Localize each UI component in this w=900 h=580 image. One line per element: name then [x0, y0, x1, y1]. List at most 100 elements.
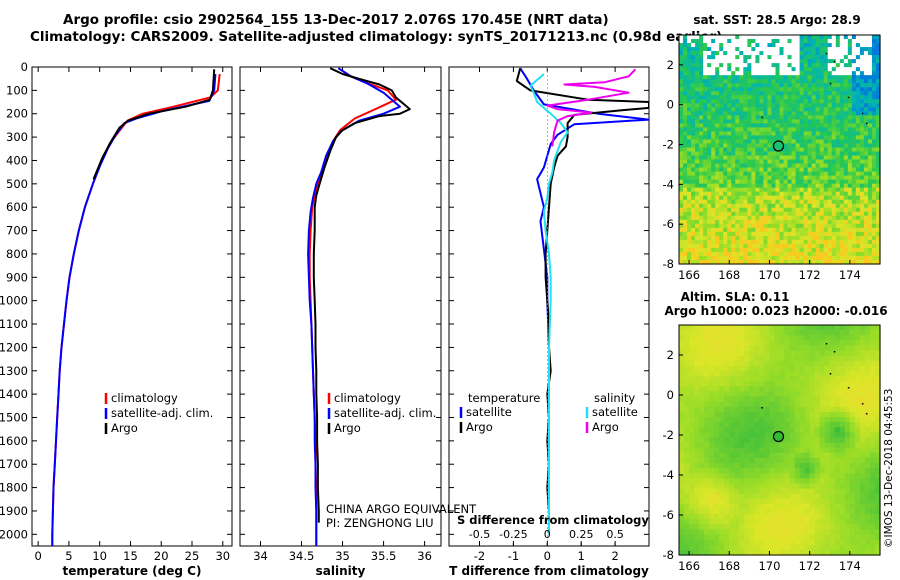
sst_map-cell [683, 131, 688, 137]
sst_map-frame [678, 34, 881, 265]
sst_map-cell [731, 155, 736, 161]
sst_map-cell [783, 123, 789, 129]
sst_map-cell [867, 55, 873, 60]
sla_map-cell [804, 386, 811, 393]
sst_map-cell [847, 135, 853, 141]
sst_map-cell [835, 51, 841, 56]
sla_map-cell [844, 488, 851, 495]
sla_map-cell [704, 345, 710, 352]
sst_map-cell [859, 43, 865, 48]
sla_map-cell [759, 396, 766, 403]
sst_map-cell [735, 119, 740, 124]
sst_map-cell [839, 183, 845, 189]
sst_map-cell [759, 211, 765, 217]
sla_map-cell [764, 411, 771, 418]
sst_map-cell [847, 83, 853, 88]
sla_map-cell [684, 524, 690, 531]
island-speck [865, 413, 868, 415]
sst_map-cell [763, 107, 769, 112]
sst_map-cell [679, 47, 684, 52]
sst_map-cell [759, 119, 765, 124]
sst_map-cell [707, 43, 712, 48]
sst_map-cell [799, 219, 805, 225]
sst_map-cell [723, 79, 728, 84]
sla_map-cell [764, 524, 771, 531]
sst_map-cell [759, 167, 765, 173]
sst_map-cell [871, 195, 877, 201]
sst_map-cell [715, 175, 720, 181]
sla_map-cell [684, 391, 690, 398]
sla_map-cell [749, 503, 755, 510]
sst_map-cell [695, 115, 700, 120]
sst_map-cell [779, 47, 785, 52]
sst_map-cell [827, 203, 833, 209]
sst_map-cell [835, 95, 841, 100]
sla_map-cell [849, 478, 856, 485]
sla_map-cell [719, 483, 725, 490]
sst_map-cell [751, 243, 756, 249]
sst_map-cell [723, 203, 728, 209]
sla_map-cell [859, 396, 866, 403]
sla_map-cell [839, 360, 846, 367]
sst_map-cell [731, 67, 736, 72]
sst_map-cell [707, 107, 712, 112]
sla_map-cell [684, 478, 690, 485]
sla_map-cell [774, 529, 781, 536]
sla_map-cell [689, 432, 695, 439]
sst_map-cell [739, 195, 744, 201]
sla_map-cell [749, 386, 755, 393]
sst_map-cell [871, 183, 877, 189]
sla_map-cell [854, 371, 861, 377]
sla_map-cell [819, 396, 826, 403]
sla_map-cell [754, 376, 761, 382]
sst_map-cell [815, 115, 821, 120]
sst_map-cell [703, 127, 708, 133]
sla_map-cell [839, 493, 846, 500]
sst_map-cell [703, 147, 708, 153]
sst_map-cell [715, 199, 720, 205]
sla_map-cell [789, 473, 796, 479]
sla_map-cell [784, 350, 791, 357]
sst_map-cell [863, 179, 869, 185]
sst_map-cell [831, 159, 837, 165]
sla_map-cell [694, 498, 700, 505]
sla_map-cell [729, 463, 735, 469]
sst_map-cell [691, 227, 696, 233]
sst_map-cell [699, 67, 704, 72]
sst_map-cell [711, 59, 716, 64]
sla_map-cell [869, 432, 876, 439]
sst_map-cell [683, 95, 688, 100]
temperature-xtick-label: 5 [65, 549, 72, 563]
sst_map-cell [839, 59, 845, 64]
sla_map-cell [689, 509, 695, 515]
sst_map-cell [867, 47, 873, 52]
sla_map-cell [804, 509, 811, 515]
sla_map-cell [729, 437, 735, 444]
sst_map-cell [719, 171, 724, 177]
sst_map-cell [851, 199, 857, 205]
sst_map-cell [755, 251, 760, 257]
sla_map-cell [764, 483, 771, 490]
sst_map-cell [839, 171, 845, 177]
sst_map-cell [875, 235, 881, 241]
sst_map-cell [839, 51, 845, 56]
sst_map-cell [719, 227, 724, 233]
sst_map-cell [707, 191, 712, 197]
sla_map-cell [839, 498, 846, 505]
sst_map-cell [687, 195, 692, 201]
sst_map-cell [683, 51, 688, 56]
sst_map-cell [735, 251, 740, 257]
sla_map-cell [749, 401, 755, 408]
sst_map-cell [835, 147, 841, 153]
sla_map-cell [874, 524, 881, 531]
sla_map-cell [779, 417, 786, 423]
sst_map-cell [723, 167, 728, 173]
depth-tick-label: 1100 [0, 317, 28, 331]
sst_map-cell [787, 247, 793, 253]
sst_map-cell [747, 39, 752, 44]
sst_map-cell [747, 83, 752, 88]
sla_map-cell [764, 534, 771, 541]
sla_map-cell [679, 493, 685, 500]
sst_map-cell [747, 187, 752, 193]
sst_map-cell [755, 111, 760, 116]
